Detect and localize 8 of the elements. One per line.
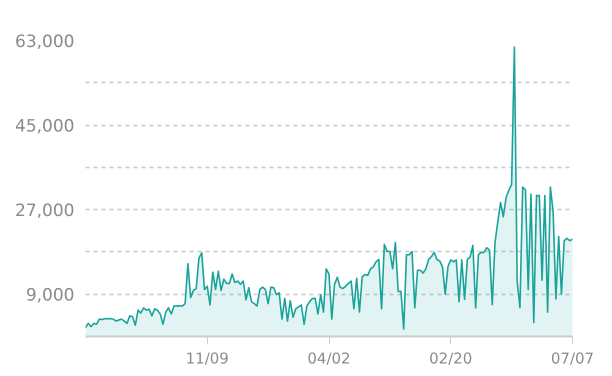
x-tick-label: 04/02 [307, 350, 351, 368]
x-tick-label: 07/07 [550, 350, 594, 368]
y-tick-label: 63,000 [15, 32, 74, 52]
y-tick-label: 45,000 [15, 116, 74, 137]
y-tick-label: 27,000 [15, 201, 74, 222]
x-tick-label: 02/20 [429, 350, 472, 368]
y-tick-label: 9,000 [26, 286, 75, 306]
x-tick-label: 11/09 [186, 350, 229, 368]
